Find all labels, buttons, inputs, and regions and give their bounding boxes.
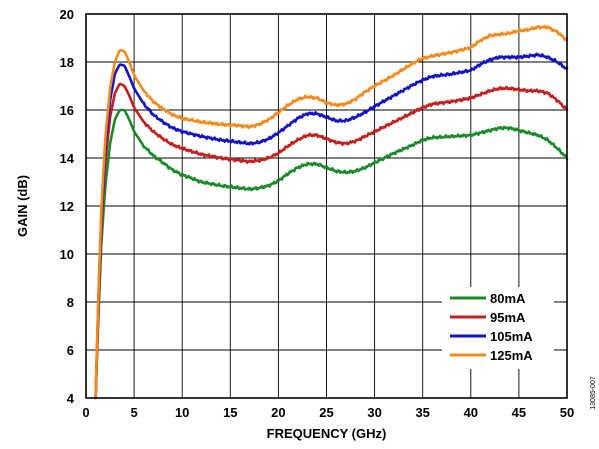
x-axis-tick-labels: 0 5 10 15 20 25 30 35 40 45 50	[82, 405, 574, 420]
series-line-105mA	[94, 52, 569, 400]
legend-label: 80mA	[490, 291, 526, 306]
x-tick-label: 20	[271, 405, 285, 420]
y-axis-title: GAIN (dB)	[15, 175, 30, 237]
x-tick-label: 15	[223, 405, 237, 420]
x-tick-label: 25	[319, 405, 333, 420]
x-tick-label: 45	[512, 405, 526, 420]
y-tick-label: 10	[60, 247, 74, 262]
legend-label: 125mA	[490, 348, 533, 363]
y-tick-label: 20	[60, 7, 74, 22]
y-tick-label: 4	[67, 391, 75, 406]
x-tick-label: 50	[560, 405, 574, 420]
y-tick-label: 16	[60, 103, 74, 118]
legend: 80mA 95mA 105mA 125mA	[442, 287, 554, 369]
y-tick-label: 12	[60, 199, 74, 214]
x-tick-label: 40	[464, 405, 478, 420]
plot-frame	[85, 13, 568, 399]
series-line-95mA	[94, 82, 569, 400]
x-tick-label: 5	[130, 405, 137, 420]
x-tick-label: 10	[175, 405, 189, 420]
x-tick-label: 35	[415, 405, 429, 420]
series-line-125mA	[94, 24, 569, 400]
legend-label: 95mA	[490, 310, 526, 325]
series-line-80mA	[94, 108, 569, 400]
y-tick-label: 6	[67, 343, 74, 358]
x-axis-title: FREQUENCY (GHz)	[267, 426, 387, 441]
x-tick-label: 0	[82, 405, 89, 420]
y-axis-tick-labels: 4 6 8 10 12 14 16 18 20	[60, 7, 75, 406]
y-tick-label: 8	[67, 295, 74, 310]
y-tick-label: 14	[60, 151, 75, 166]
figure-id: 13085-007	[590, 376, 597, 410]
grid	[86, 14, 567, 398]
x-tick-label: 30	[367, 405, 381, 420]
legend-label: 105mA	[490, 329, 533, 344]
series-layer	[94, 24, 569, 400]
y-tick-label: 18	[60, 55, 74, 70]
